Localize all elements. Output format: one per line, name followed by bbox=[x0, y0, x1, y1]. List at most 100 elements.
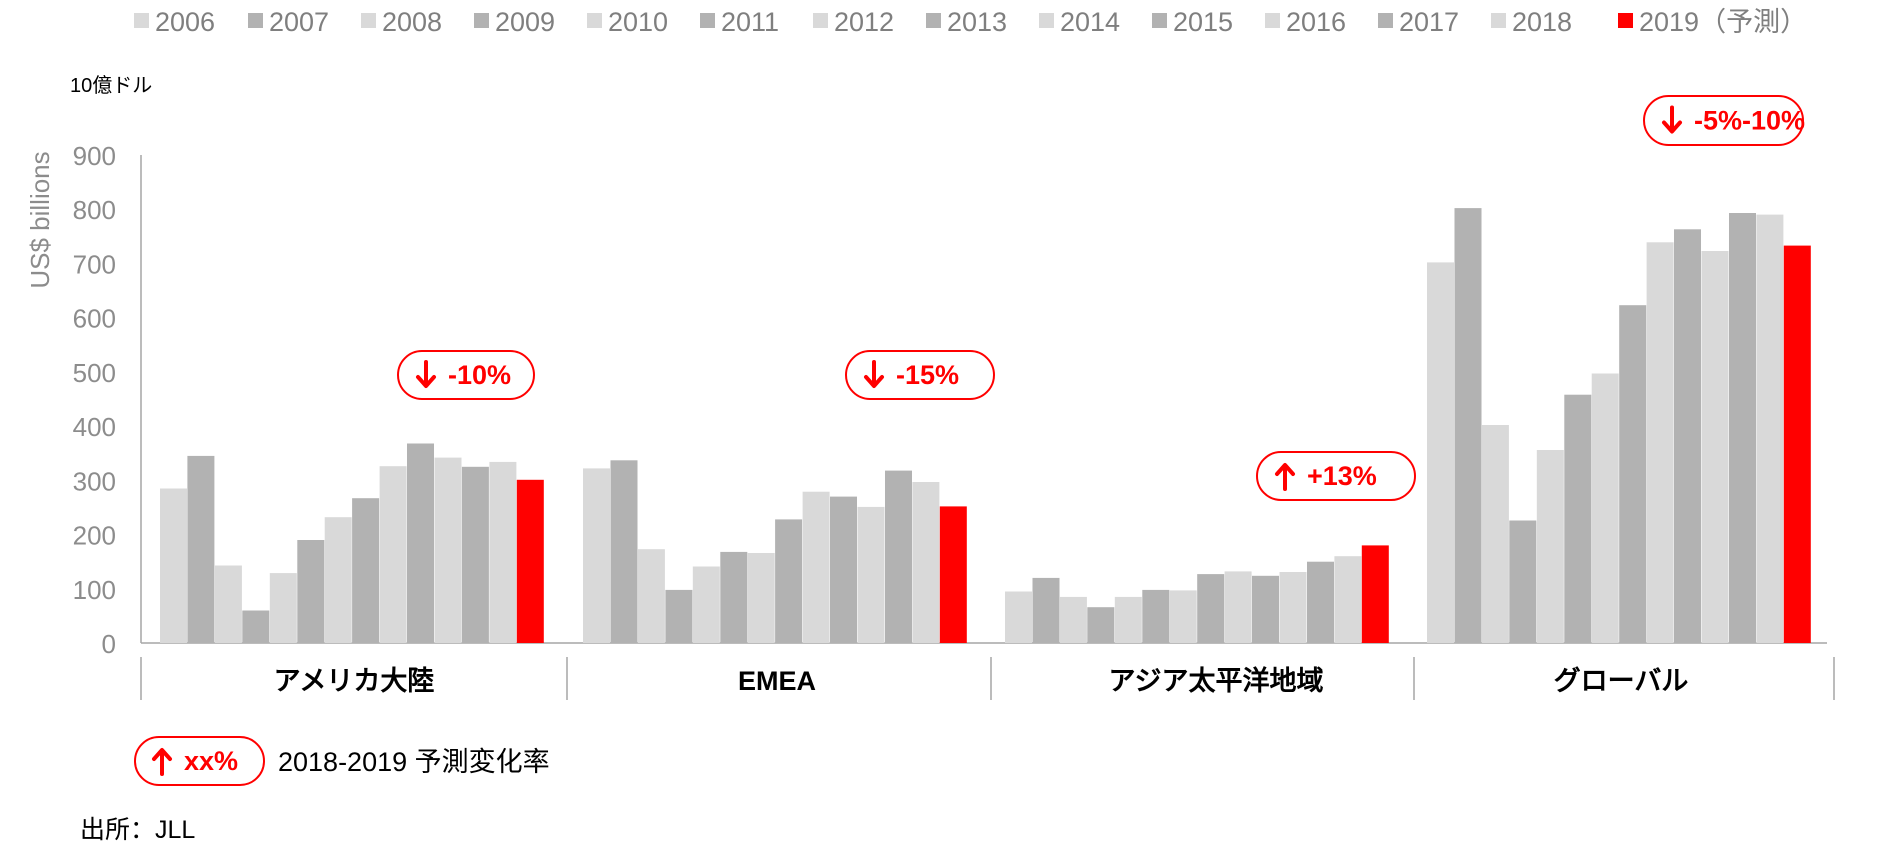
key-sample: xx% bbox=[184, 746, 238, 776]
category-dividers bbox=[140, 657, 1835, 700]
legend-label: 2016 bbox=[1286, 7, 1346, 37]
bar-2014-アメリカ大陸 bbox=[379, 466, 407, 643]
bar-2010-アジア太平洋地域 bbox=[1114, 596, 1142, 643]
bars bbox=[160, 208, 1811, 644]
legend-label: 2008 bbox=[382, 7, 442, 37]
legend-label: 2012 bbox=[834, 7, 894, 37]
change-callout-label: +13% bbox=[1307, 461, 1377, 491]
bar-2017-アジア太平洋地域 bbox=[1307, 561, 1334, 643]
bar-2016-EMEA bbox=[857, 506, 885, 643]
legend-swatch-2015 bbox=[1152, 13, 1167, 28]
bar-2008-グローバル bbox=[1481, 425, 1509, 643]
category-label: グローバル bbox=[1554, 665, 1689, 696]
legend-swatch-2011 bbox=[700, 13, 715, 28]
bar-2006-アジア太平洋地域 bbox=[1005, 591, 1032, 643]
bar-2013-グローバル bbox=[1619, 305, 1647, 643]
legend-swatch-2013 bbox=[926, 13, 941, 28]
bar-2008-アジア太平洋地域 bbox=[1059, 596, 1087, 643]
legend-label: 2017 bbox=[1399, 7, 1459, 37]
legend-label: 2014 bbox=[1060, 7, 1120, 37]
y-axis-title: US$ billions bbox=[25, 151, 55, 288]
bar-2015-アジア太平洋地域 bbox=[1252, 575, 1279, 643]
arrow-up-icon bbox=[1275, 463, 1295, 491]
legend-label: 2015 bbox=[1173, 7, 1233, 37]
arrow-down-icon bbox=[416, 360, 436, 388]
bar-2018-アメリカ大陸 bbox=[489, 461, 517, 643]
bar-2007-EMEA bbox=[610, 460, 638, 643]
legend-label: 2013 bbox=[947, 7, 1007, 37]
y-tick-label: 200 bbox=[73, 521, 116, 551]
bar-2013-アジア太平洋地域 bbox=[1197, 574, 1225, 643]
legend-label: 2019（予測） bbox=[1639, 7, 1807, 37]
legend-swatch-2016 bbox=[1265, 13, 1280, 28]
legend-swatch-2014 bbox=[1039, 13, 1054, 28]
bar-2015-アメリカ大陸 bbox=[407, 443, 434, 643]
bar-2012-EMEA bbox=[747, 553, 775, 643]
key-pill bbox=[134, 736, 265, 786]
bar-2019（予測）-アジア太平洋地域 bbox=[1361, 545, 1389, 643]
bar-2010-アメリカ大陸 bbox=[269, 573, 297, 643]
bar-2013-EMEA bbox=[775, 519, 803, 643]
bar-2019（予測）-グローバル bbox=[1783, 245, 1811, 643]
category-labels: アメリカ大陸 EMEA アジア太平洋地域 グローバル bbox=[274, 665, 1689, 696]
key-description: 2018-2019 予測変化率 bbox=[278, 747, 550, 777]
change-callout-label: -5%-10% bbox=[1694, 106, 1805, 136]
arrow-up-icon bbox=[152, 748, 172, 776]
legend-swatch-2019（予測） bbox=[1618, 13, 1633, 28]
change-callout: +13% bbox=[1256, 451, 1416, 501]
bar-2012-アジア太平洋地域 bbox=[1169, 590, 1197, 643]
bar-2007-アジア太平洋地域 bbox=[1032, 577, 1060, 643]
bar-2016-アジア太平洋地域 bbox=[1279, 572, 1307, 643]
y-tick-label: 700 bbox=[73, 249, 116, 279]
bar-2006-アメリカ大陸 bbox=[160, 488, 187, 643]
bar-2009-EMEA bbox=[665, 589, 693, 643]
bar-2006-EMEA bbox=[583, 468, 610, 643]
change-key: xx% 2018-2019 予測変化率 bbox=[134, 736, 550, 786]
category-label: アジア太平洋地域 bbox=[1109, 665, 1324, 696]
legend-label: 2018 bbox=[1512, 7, 1572, 37]
y-tick-label: 900 bbox=[73, 141, 116, 171]
bar-2006-グローバル bbox=[1427, 262, 1454, 643]
change-annotations: -10% -15% +13% -5%-10% bbox=[397, 95, 1805, 501]
bar-2009-アメリカ大陸 bbox=[242, 610, 270, 643]
legend-label: 2010 bbox=[608, 7, 668, 37]
arrow-down-icon bbox=[864, 360, 884, 388]
bar-2016-グローバル bbox=[1701, 251, 1729, 643]
legend-label: 2006 bbox=[155, 7, 215, 37]
bar-2012-グローバル bbox=[1591, 373, 1619, 643]
category-label: EMEA bbox=[738, 666, 816, 696]
legend-label: 2007 bbox=[269, 7, 329, 37]
y-tick-label: 100 bbox=[73, 575, 116, 605]
bar-2011-グローバル bbox=[1564, 394, 1592, 643]
change-callout: -10% bbox=[397, 350, 535, 400]
bar-2017-グローバル bbox=[1729, 213, 1756, 643]
y-tick-label: 500 bbox=[73, 358, 116, 388]
bar-2007-アメリカ大陸 bbox=[187, 455, 215, 643]
bar-2017-アメリカ大陸 bbox=[461, 466, 489, 643]
bar-2008-アメリカ大陸 bbox=[214, 565, 242, 643]
bar-2013-アメリカ大陸 bbox=[352, 498, 380, 643]
bar-2010-EMEA bbox=[692, 566, 720, 643]
bar-2011-アジア太平洋地域 bbox=[1142, 589, 1170, 643]
bar-2010-グローバル bbox=[1536, 450, 1564, 643]
bar-2014-アジア太平洋地域 bbox=[1224, 571, 1252, 643]
bar-2014-グローバル bbox=[1646, 242, 1674, 644]
legend-swatch-2006 bbox=[134, 13, 149, 28]
bar-2015-EMEA bbox=[830, 496, 857, 643]
source-note: 出所：JLL bbox=[80, 816, 195, 844]
change-callout: -15% bbox=[845, 350, 995, 400]
legend-label: 2009 bbox=[495, 7, 555, 37]
bar-2007-グローバル bbox=[1454, 208, 1482, 643]
legend: 2006 2007 2008 2009 2010 2011 2012 2013 2014 2015… bbox=[134, 7, 1807, 37]
bar-2019（予測）-アメリカ大陸 bbox=[516, 479, 544, 643]
legend-swatch-2010 bbox=[587, 13, 602, 28]
bar-2011-EMEA bbox=[720, 551, 748, 643]
legend-swatch-2009 bbox=[474, 13, 489, 28]
bar-2018-EMEA bbox=[912, 482, 940, 643]
y-axis-ticks: 0 100 200 300 400 500 600 700 800 900 bbox=[73, 141, 116, 659]
y-tick-label: 300 bbox=[73, 466, 116, 496]
bar-2015-グローバル bbox=[1674, 229, 1701, 644]
legend-swatch-2017 bbox=[1378, 13, 1393, 28]
bar-2009-アジア太平洋地域 bbox=[1087, 607, 1115, 643]
